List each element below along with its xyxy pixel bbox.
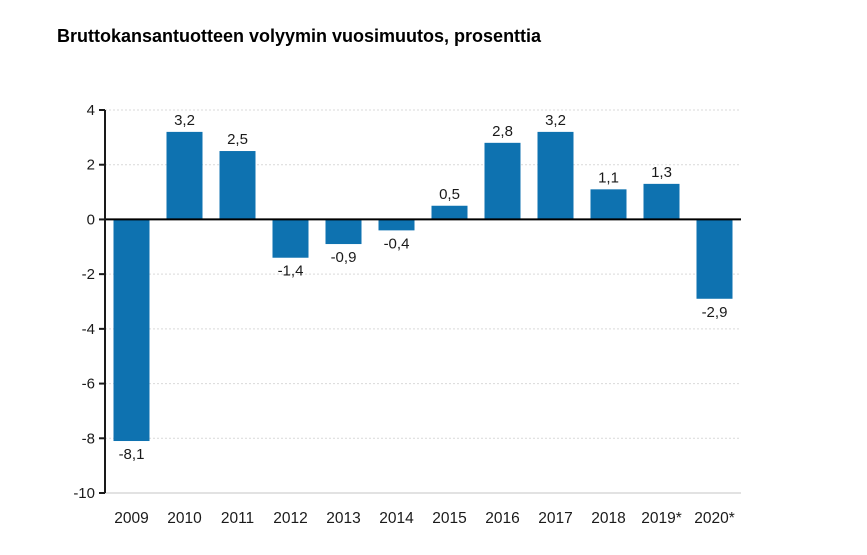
x-tick-label: 2017: [538, 510, 572, 527]
x-tick-label: 2020*: [694, 510, 735, 527]
bar-2013: [325, 219, 362, 245]
y-tick-label: 4: [87, 102, 95, 119]
y-tick-label: -8: [82, 430, 95, 447]
x-tick-label: 2009: [114, 510, 148, 527]
value-label: -0,4: [384, 235, 410, 252]
value-label: 1,3: [651, 164, 672, 181]
bar-2015: [431, 205, 468, 220]
bar-2016: [484, 142, 521, 220]
value-label: 2,8: [492, 123, 513, 140]
value-label: -0,9: [331, 249, 357, 266]
x-tick-label: 2012: [273, 510, 307, 527]
value-label: -1,4: [278, 263, 304, 280]
y-tick-label: -4: [82, 321, 95, 338]
value-label: 3,2: [545, 112, 566, 129]
value-label: -8,1: [119, 446, 145, 463]
bar-2010: [166, 131, 203, 220]
bar-2018: [590, 189, 627, 220]
value-label: 2,5: [227, 131, 248, 148]
y-tick-label: -2: [82, 266, 95, 283]
value-label: 3,2: [174, 112, 195, 129]
bar-2020*: [696, 219, 733, 299]
bar-2009: [113, 219, 150, 442]
bar-2017: [537, 131, 574, 220]
bar-2012: [272, 219, 309, 258]
x-tick-label: 2011: [221, 510, 254, 527]
x-tick-label: 2016: [485, 510, 519, 527]
bar-2019*: [643, 183, 680, 220]
y-tick-label: 0: [87, 211, 95, 228]
y-tick-label: -6: [82, 376, 95, 393]
x-tick-label: 2015: [432, 510, 466, 527]
value-label: 1,1: [598, 169, 619, 186]
y-tick-label: 2: [87, 157, 95, 174]
x-tick-label: 2014: [379, 510, 414, 527]
value-label: 0,5: [439, 186, 460, 203]
chart-title: Bruttokansantuotteen volyymin vuosimuuto…: [57, 26, 542, 46]
x-tick-label: 2019*: [641, 510, 682, 527]
x-tick-label: 2010: [167, 510, 202, 527]
y-tick-label: -10: [73, 485, 95, 502]
x-tick-label: 2013: [326, 510, 360, 527]
bar-2011: [219, 151, 256, 220]
value-label: -2,9: [702, 304, 728, 321]
bar-2014: [378, 219, 415, 231]
x-tick-label: 2018: [591, 510, 625, 527]
